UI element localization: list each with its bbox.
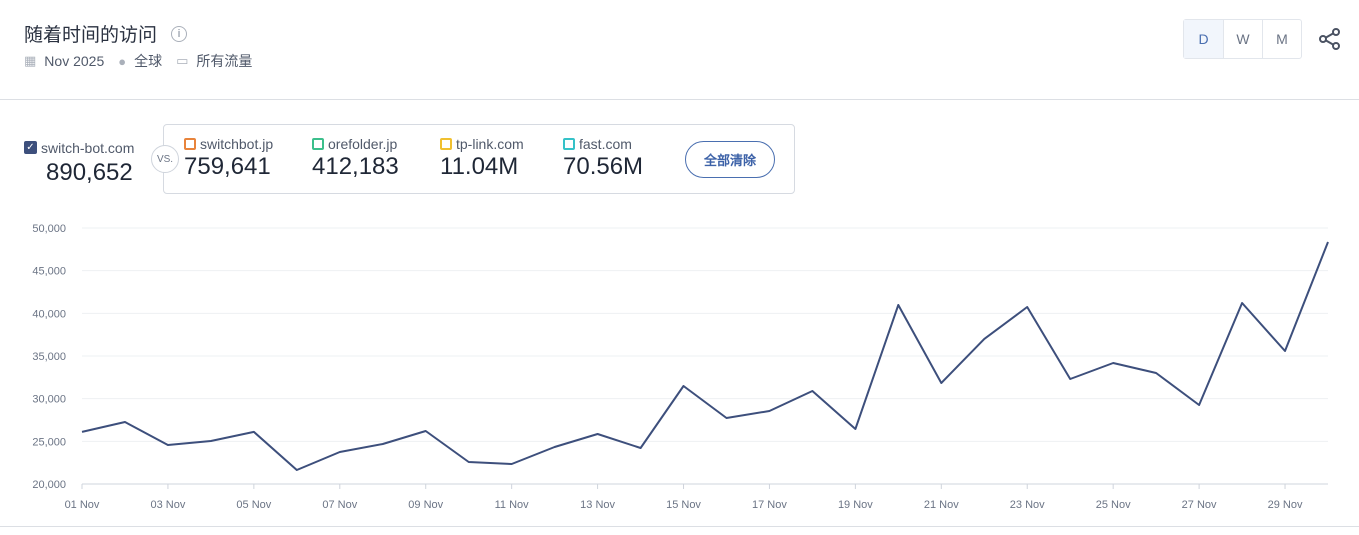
checkbox-icon[interactable]	[563, 137, 575, 150]
traffic-label: 所有流量	[196, 53, 253, 69]
x-tick-label: 19 Nov	[838, 499, 873, 511]
devices-icon: ▭	[176, 53, 189, 68]
y-tick-label: 20,000	[32, 479, 66, 491]
competitor-tp-link[interactable]: tp-link.com 11.04M	[440, 135, 524, 181]
title-text: 随着时间的访问	[24, 25, 158, 46]
series-line	[81, 241, 1329, 471]
x-tick-label: 21 Nov	[924, 499, 959, 511]
header-divider	[0, 99, 1359, 100]
y-tick-label: 25,000	[32, 436, 66, 448]
x-tick-label: 15 Nov	[666, 499, 701, 511]
x-tick-label: 11 Nov	[495, 499, 530, 511]
checkbox-icon[interactable]	[312, 137, 324, 150]
main-site-legend[interactable]: ✓ switch-bot.com 890,652	[24, 139, 134, 187]
region-label: 全球	[134, 53, 163, 69]
page-title: 随着时间的访问 i	[24, 20, 188, 47]
competitor-value: 759,641	[184, 153, 271, 180]
filter-meta: ▦ Nov 2025 ● 全球 ▭ 所有流量	[24, 51, 252, 71]
globe-icon: ●	[118, 53, 127, 69]
x-tick-label: 25 Nov	[1096, 499, 1131, 511]
calendar-icon: ▦	[24, 53, 37, 68]
x-tick-label: 07 Nov	[322, 499, 357, 511]
main-site-name: switch-bot.com	[41, 139, 135, 156]
clear-all-button[interactable]: 全部清除	[685, 141, 775, 178]
competitor-value: 70.56M	[563, 153, 644, 180]
y-tick-label: 35,000	[32, 351, 66, 363]
checkbox-icon[interactable]	[184, 137, 196, 150]
y-tick-label: 45,000	[32, 266, 66, 278]
competitor-name: switchbot.jp	[200, 135, 274, 152]
competitor-value: 11.04M	[440, 153, 519, 180]
checkbox-icon[interactable]	[440, 137, 452, 150]
checkbox-icon[interactable]: ✓	[24, 141, 37, 155]
x-tick-label: 27 Nov	[1182, 499, 1217, 511]
x-tick-label: 17 Nov	[752, 499, 787, 511]
granularity-month-button[interactable]: M	[1262, 20, 1301, 58]
vs-badge: VS.	[151, 145, 179, 173]
x-tick-label: 05 Nov	[236, 499, 271, 511]
granularity-toggle: D W M	[1183, 19, 1302, 59]
share-icon[interactable]	[1318, 27, 1342, 51]
granularity-day-button[interactable]: D	[1184, 20, 1223, 58]
competitor-switchbot-jp[interactable]: switchbot.jp 759,641	[184, 135, 273, 181]
info-icon[interactable]: i	[171, 25, 188, 42]
competitors-box: switchbot.jp 759,641 orefolder.jp 412,183 …	[163, 124, 795, 194]
x-tick-label: 29 Nov	[1268, 499, 1303, 511]
period-label: Nov 2025	[44, 53, 105, 69]
main-site-value: 890,652	[46, 159, 133, 186]
y-tick-label: 40,000	[32, 308, 66, 320]
y-tick-label: 50,000	[32, 223, 66, 235]
competitor-value: 412,183	[312, 153, 399, 180]
competitor-name: fast.com	[579, 135, 632, 152]
granularity-week-button[interactable]: W	[1223, 20, 1262, 58]
x-tick-label: 09 Nov	[408, 499, 443, 511]
x-tick-label: 23 Nov	[1010, 499, 1045, 511]
x-tick-label: 01 Nov	[65, 499, 100, 511]
x-tick-label: 03 Nov	[151, 499, 186, 511]
x-tick-label: 13 Nov	[580, 499, 615, 511]
competitor-name: tp-link.com	[456, 135, 524, 152]
competitor-orefolder-jp[interactable]: orefolder.jp 412,183	[312, 135, 399, 181]
y-tick-label: 30,000	[32, 394, 66, 406]
competitor-name: orefolder.jp	[328, 135, 398, 152]
competitor-fast-com[interactable]: fast.com 70.56M	[563, 135, 643, 181]
bottom-divider	[0, 526, 1359, 527]
